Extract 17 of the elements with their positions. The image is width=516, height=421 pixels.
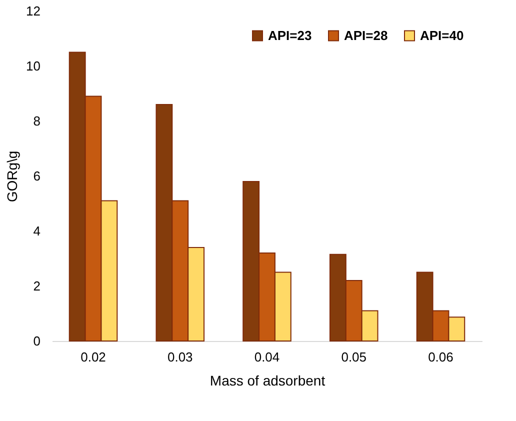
y-tick-label: 12 (26, 4, 40, 18)
y-tick-label: 10 (26, 58, 40, 74)
y-tick-label: 0 (33, 334, 40, 348)
x-tick-label: 0.06 (428, 350, 454, 364)
legend-label: API=28 (344, 28, 388, 43)
y-tick-label: 2 (33, 278, 40, 294)
x-tick-label: 0.02 (80, 350, 106, 364)
y-tick-label: 6 (33, 168, 40, 184)
x-axis-title: Mass of adsorbent (210, 372, 326, 388)
legend-label: API=40 (420, 28, 464, 43)
x-tick-label: 0.04 (254, 350, 280, 364)
y-axis-title: GORg\g (4, 150, 20, 202)
x-tick-label: 0.03 (167, 350, 193, 364)
y-tick-label: 4 (33, 224, 40, 238)
legend-label: API=23 (268, 28, 312, 43)
x-tick-label: 0.05 (341, 350, 367, 364)
y-tick-label: 8 (33, 114, 40, 128)
